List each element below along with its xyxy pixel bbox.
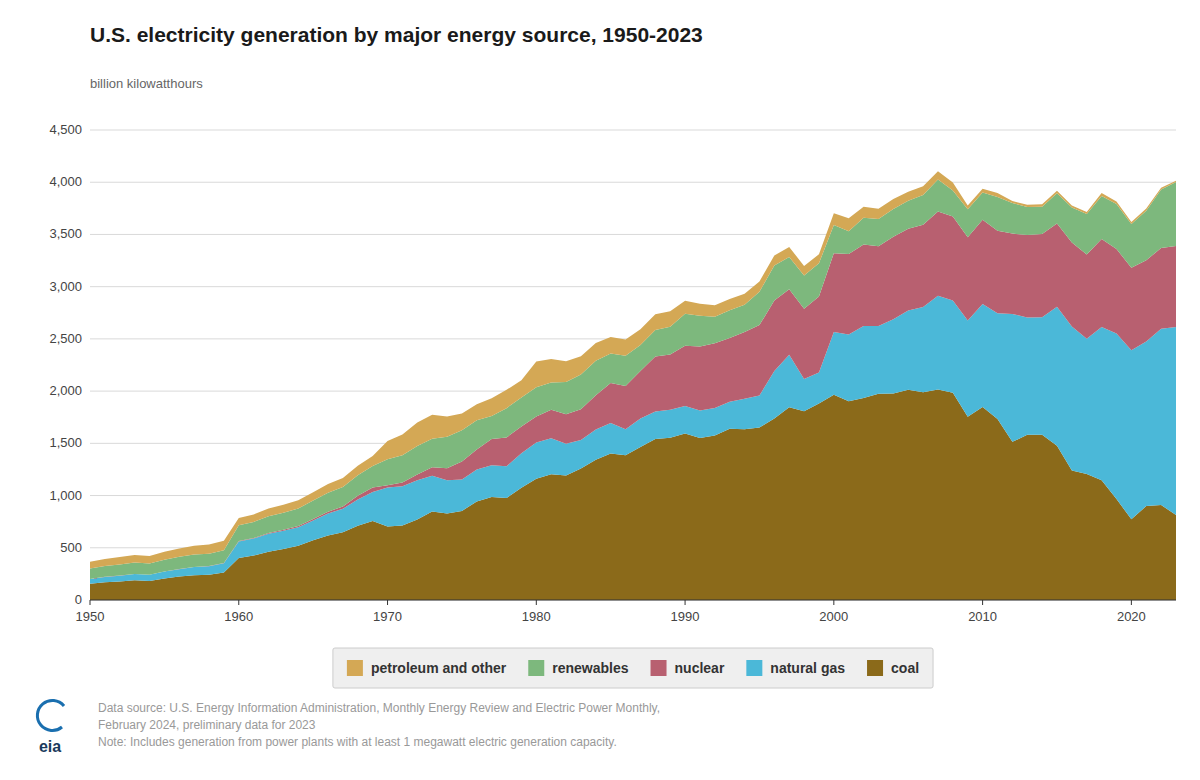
y-tick-label: 4,500	[49, 122, 82, 137]
x-tick	[387, 600, 388, 605]
area	[90, 171, 1176, 568]
grid-line	[90, 182, 1176, 183]
footnote: February 2024, preliminary data for 2023	[98, 718, 316, 732]
x-tick	[685, 600, 686, 605]
x-tick	[982, 600, 983, 605]
x-tick	[1131, 600, 1132, 605]
x-tick	[238, 600, 239, 605]
logo-arc	[37, 700, 64, 730]
x-tick	[90, 600, 91, 605]
grid-line	[90, 600, 1176, 601]
areas	[90, 171, 1176, 600]
legend-label: nuclear	[675, 660, 725, 676]
y-tick-label: 2,000	[49, 383, 82, 398]
grid-line	[90, 130, 1176, 131]
y-tick-label: 1,500	[49, 435, 82, 450]
y-tick-label: 1,000	[49, 488, 82, 503]
y-tick-label: 3,000	[49, 279, 82, 294]
legend: petroleum and other renewables nuclear natu…	[333, 648, 933, 688]
y-tick-label: 3,500	[49, 226, 82, 241]
legend-swatch	[651, 660, 667, 676]
x-tick	[536, 600, 537, 605]
y-tick-label: 4,000	[49, 174, 82, 189]
legend-label: coal	[891, 660, 919, 676]
x-tick-label: 2000	[819, 609, 848, 624]
x-axis-line	[90, 599, 1176, 600]
y-tick-label: 2,500	[49, 331, 82, 346]
legend-box	[333, 648, 933, 688]
footnote: Note: Includes generation from power pla…	[98, 735, 617, 749]
legend-swatch	[746, 660, 762, 676]
y-axis-label: billion kilowatthours	[90, 76, 203, 91]
y-tick-label: 0	[75, 592, 82, 607]
y-tick-label: 500	[60, 540, 82, 555]
grid	[90, 130, 1176, 600]
logo-text: eia	[39, 738, 61, 755]
x-tick-label: 1960	[224, 609, 253, 624]
x-tick-label: 1980	[522, 609, 551, 624]
legend-label: petroleum and other	[371, 660, 507, 676]
legend-label: renewables	[552, 660, 628, 676]
legend-swatch	[528, 660, 544, 676]
legend-swatch	[347, 660, 363, 676]
legend-swatch	[867, 660, 883, 676]
x-tick-label: 2020	[1117, 609, 1146, 624]
x-tick-label: 1990	[671, 609, 700, 624]
x-tick-label: 2010	[968, 609, 997, 624]
x-tick-label: 1950	[76, 609, 105, 624]
legend-label: natural gas	[770, 660, 845, 676]
chart: U.S. electricity generation by major ene…	[0, 0, 1200, 780]
x-tick-label: 1970	[373, 609, 402, 624]
x-tick	[833, 600, 834, 605]
footnote: Data source: U.S. Energy Information Adm…	[98, 701, 660, 715]
title: U.S. electricity generation by major ene…	[90, 23, 703, 46]
